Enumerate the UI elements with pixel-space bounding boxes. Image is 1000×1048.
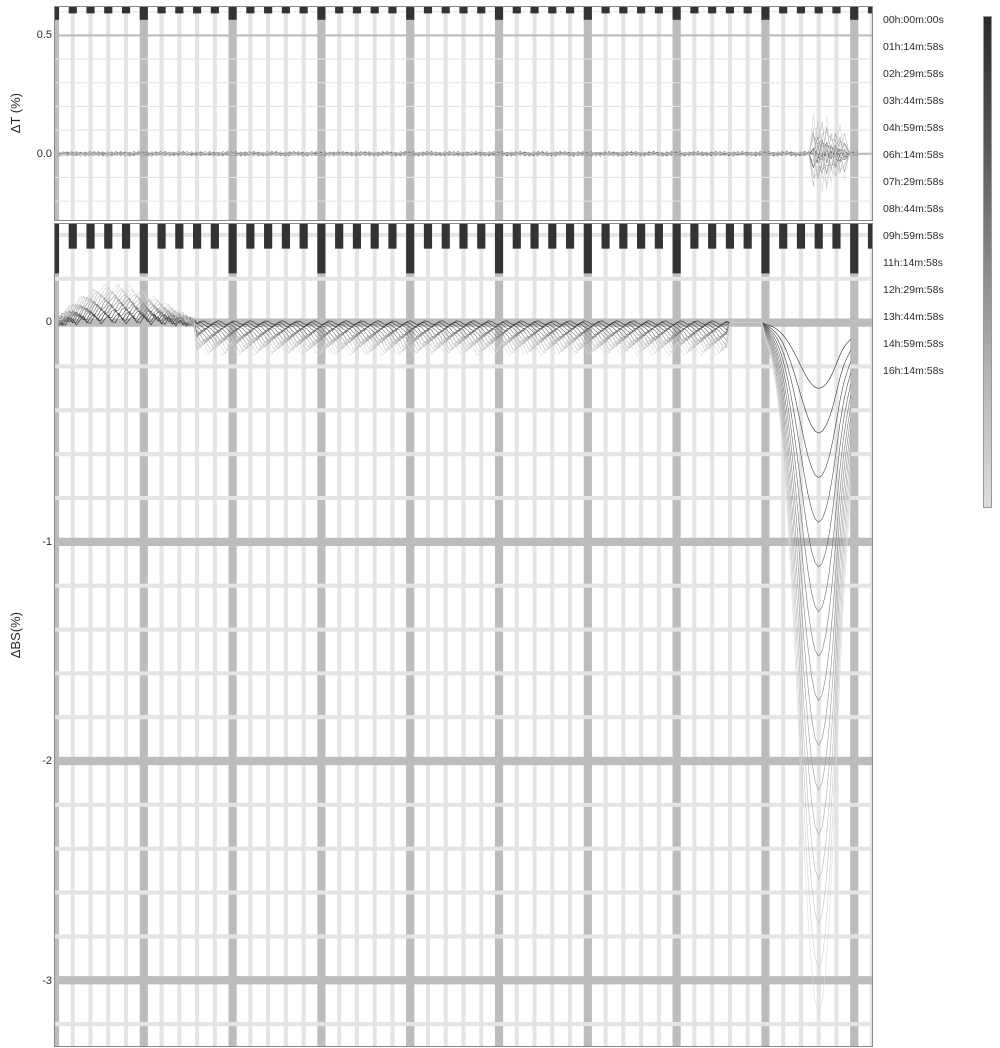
legend-item: 07h:29m:58s [883,176,990,188]
bottom-y-label: ΔBS(%) [8,612,23,658]
y-tick-label: 0.5 [24,29,52,41]
legend-item: 11h:14m:58s [883,257,990,269]
legend-list: 00h:00m:00s 01h:14m:58s 02h:29m:58s 03h:44m… [883,14,990,392]
legend-item: 13h:44m:58s [883,311,990,323]
legend-item: 09h:59m:58s [883,230,990,242]
top-chart-svg [55,7,872,220]
legend-item: 02h:29m:58s [883,68,990,80]
y-tick-label: -2 [24,755,52,767]
y-tick-label: 0 [24,316,52,328]
x-ticks: 051015202530354045 [54,1047,873,1048]
y-tick-label: -1 [24,536,52,548]
legend-item: 04h:59m:58s [883,122,990,134]
legend-item: 06h:14m:58s [883,149,990,161]
y-tick-label: -3 [24,975,52,987]
legend-item: 00h:00m:00s [883,14,990,26]
top-plot-area [54,6,873,221]
legend-item: 03h:44m:58s [883,95,990,107]
legend-column: 00h:00m:00s 01h:14m:58s 02h:29m:58s 03h:44m… [879,6,994,518]
legend-gradient-bar [983,16,992,508]
bottom-chart-svg [55,224,872,1046]
top-plot-wrapper [54,6,873,221]
bottom-chart-panel: ΔBS(%) -3 -2 -1 0 [6,223,873,1047]
top-chart-panel: ΔT (%) 0.0 0.5 [6,6,873,221]
top-y-label: ΔT (%) [8,93,23,133]
top-y-axis: ΔT (%) 0.0 0.5 [6,6,54,221]
legend-item: 01h:14m:58s [883,41,990,53]
bottom-plot-area [54,223,873,1047]
bottom-y-ticks: -3 -2 -1 0 [22,223,52,1047]
legend-item: 08h:44m:58s [883,203,990,215]
chart-container: ΔT (%) 0.00.5 ΔBS(%) -3-2-10 05 [0,0,1000,524]
legend-item: 12h:29m:58s [883,284,990,296]
bottom-plot-wrapper [54,223,873,1047]
legend-item: 16h:14m:58s [883,365,990,377]
bottom-y-axis: ΔBS(%) -3 -2 -1 0 [6,223,54,1047]
legend-item: 14h:59m:58s [883,338,990,350]
charts-column: ΔT (%) 0.00.5 ΔBS(%) -3-2-10 05 [6,6,879,518]
x-axis-area: 051015202530354045 高度 (mm) [54,1047,873,1048]
top-y-ticks: 0.0 0.5 [22,6,52,221]
y-tick-label: 0.0 [24,148,52,160]
